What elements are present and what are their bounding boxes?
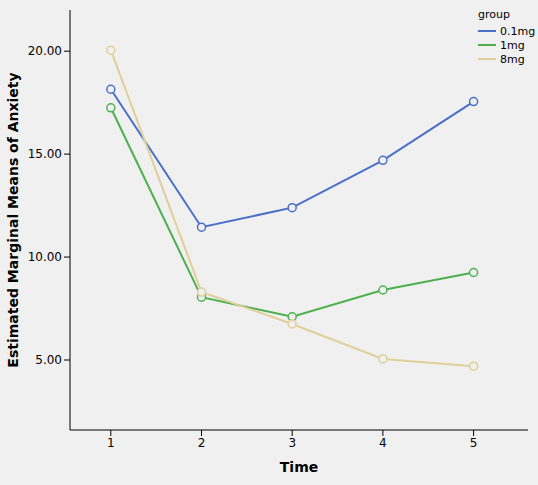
svg-text:20.00: 20.00 xyxy=(28,44,62,58)
html-text:1mg: 1mg xyxy=(500,38,525,52)
svg-text:15.00: 15.00 xyxy=(28,147,62,161)
svg-text:5: 5 xyxy=(470,436,478,450)
svg-text:4: 4 xyxy=(379,436,387,450)
svg-text:1: 1 xyxy=(107,436,115,450)
html-text:0.1mg: 0.1mg xyxy=(500,24,536,38)
svg-text:10.00: 10.00 xyxy=(28,250,62,264)
svg-text:Time: Time xyxy=(280,459,318,475)
svg-text:5.00: 5.00 xyxy=(35,353,62,367)
svg-text:3: 3 xyxy=(288,436,296,450)
svg-text:Estimated Marginal Means of An: Estimated Marginal Means of Anxiety xyxy=(8,72,21,367)
html-text:8mg: 8mg xyxy=(500,52,525,66)
svg-text:2: 2 xyxy=(198,436,206,450)
html-text:group: group xyxy=(478,8,510,21)
